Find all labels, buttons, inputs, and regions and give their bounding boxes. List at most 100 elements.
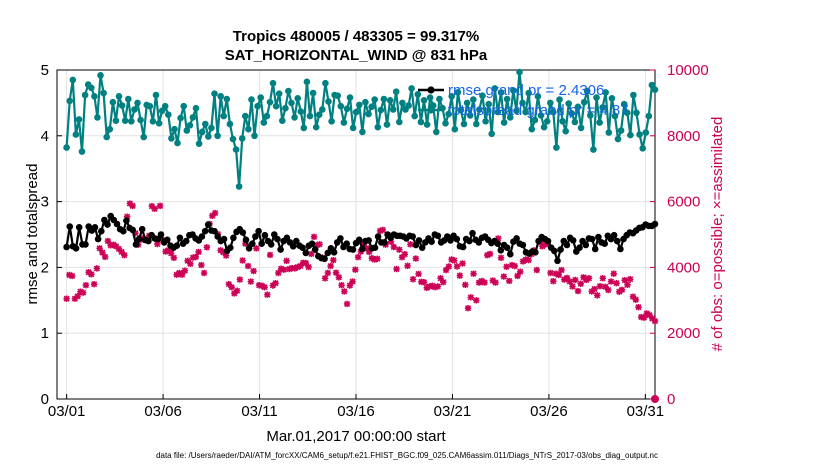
totalspread-point: [214, 132, 221, 140]
obs-assimilated-point: [115, 245, 123, 253]
obs-assimilated-point: [624, 281, 631, 289]
rmse-point: [230, 234, 237, 242]
rmse-point: [591, 245, 599, 253]
totalspread-point: [238, 135, 246, 142]
rmse-point: [544, 237, 552, 245]
rmse-point: [145, 237, 152, 245]
totalspread-point: [205, 133, 212, 140]
obs-assimilated-point: [286, 265, 293, 273]
obs-assimilated-point: [104, 237, 112, 245]
obs-assimilated-point: [459, 260, 466, 267]
totalspread-point: [165, 111, 172, 118]
obs-assimilated-point: [420, 279, 428, 286]
y-tick-right-label: 10000: [667, 62, 709, 79]
totalspread-point: [115, 93, 123, 100]
totalspread-point: [97, 72, 104, 79]
obs-assimilated-point: [547, 269, 554, 277]
obs-assimilated-point: [228, 283, 235, 291]
x-tick-label: 03/11: [241, 403, 277, 420]
obs-assimilated-point: [580, 274, 587, 281]
totalspread-point: [417, 118, 425, 126]
totalspread-point: [596, 119, 603, 126]
obs-assimilated-point: [154, 240, 161, 248]
totalspread-point: [525, 89, 532, 97]
obs-assimilated-point: [253, 245, 260, 252]
totalspread-point: [356, 101, 363, 109]
obs-assimilated-point: [651, 317, 659, 325]
obs-assimilated-point: [456, 272, 463, 279]
obs-assimilated-point: [294, 263, 301, 271]
obs-assimilated-point: [170, 254, 178, 262]
totalspread-point: [630, 91, 637, 99]
totalspread-point: [272, 102, 280, 110]
totalspread-point: [103, 133, 110, 141]
y-tick-left-label: 1: [41, 325, 49, 342]
rmse-point: [204, 221, 212, 228]
x-tick-label: 03/01: [48, 403, 86, 420]
totalspread-point: [497, 89, 505, 96]
totalspread-point: [454, 89, 462, 96]
obs-assimilated-point: [272, 279, 279, 287]
legend-label-rmse: rmse grand pr = 2.4306: [448, 82, 604, 99]
y-tick-left-label: 0: [41, 391, 49, 408]
chart-marks: [63, 68, 659, 403]
totalspread-point: [624, 109, 631, 117]
y-tick-left-label: 5: [41, 62, 49, 79]
obs-assimilated-point: [332, 269, 340, 276]
rmse-point: [497, 247, 505, 254]
totalspread-point: [645, 112, 653, 120]
totalspread-point: [500, 119, 508, 126]
totalspread-point: [568, 110, 576, 117]
rmse-point: [503, 244, 511, 251]
totalspread-point: [602, 89, 609, 96]
obs-assimilated-point: [77, 288, 84, 295]
totalspread-point: [211, 90, 218, 97]
totalspread-point: [232, 146, 240, 153]
obs-assimilated-point: [621, 277, 628, 284]
obs-assimilated-point: [209, 212, 216, 219]
totalspread-point: [513, 107, 520, 115]
totalspread-point: [235, 183, 243, 190]
obs-assimilated-point: [484, 252, 491, 259]
totalspread-point: [651, 86, 659, 93]
obs-assimilated-point: [629, 293, 637, 300]
totalspread-point: [146, 102, 154, 110]
rmse-point: [132, 241, 140, 248]
rmse-point: [255, 227, 262, 235]
obs-assimilated-point: [437, 275, 444, 282]
rmse-point: [267, 241, 275, 248]
obs-assimilated-point: [495, 235, 502, 242]
obs-assimilated-point: [132, 229, 139, 237]
totalspread-point: [543, 118, 551, 125]
obs-assimilated-point: [605, 286, 612, 294]
totalspread-point: [288, 99, 295, 107]
totalspread-point: [349, 124, 357, 132]
totalspread-point: [550, 108, 557, 116]
obs-assimilated-point: [118, 248, 125, 256]
obs-assimilated-point: [607, 278, 615, 285]
obs-assimilated-point: [594, 292, 601, 299]
rmse-point: [82, 241, 89, 248]
obs-assimilated-point: [613, 279, 620, 287]
obs-assimilated-point: [635, 304, 642, 311]
obs-assimilated-point: [167, 250, 175, 257]
totalspread-point: [605, 129, 613, 136]
totalspread-point: [291, 114, 298, 121]
obs-assimilated-point: [440, 279, 447, 286]
rmse-point: [601, 240, 608, 247]
rmse-point: [311, 246, 319, 253]
totalspread-point: [540, 123, 548, 131]
rmse-point: [610, 231, 618, 239]
obs-assimilated-point: [269, 282, 277, 289]
rmse-point: [123, 217, 130, 224]
obs-assimilated-point: [517, 268, 524, 275]
rmse-point: [63, 243, 70, 251]
totalspread-point: [346, 94, 354, 101]
obs-assimilated-point: [211, 209, 219, 217]
totalspread-point: [137, 116, 144, 124]
totalspread-point: [195, 140, 203, 147]
totalspread-point: [140, 133, 147, 141]
obs-assimilated-point: [341, 288, 348, 295]
rmse-point: [242, 236, 250, 244]
obs-assimilated-point: [423, 284, 431, 291]
